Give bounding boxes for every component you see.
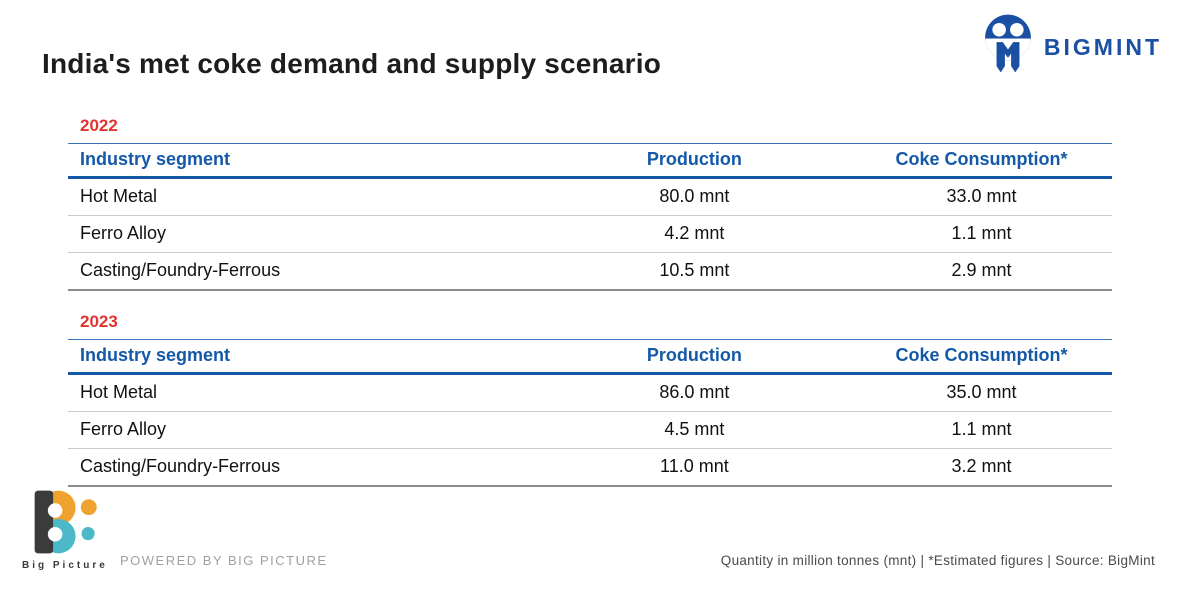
bigmint-logo-icon	[985, 14, 1031, 73]
table-2023-header-row: Industry segment Production Coke Consump…	[68, 339, 1112, 374]
table-2023: Industry segment Production Coke Consump…	[68, 339, 1112, 487]
consumption-cell: 1.1 mnt	[951, 419, 1012, 439]
consumption-cell: 35.0 mnt	[946, 382, 1017, 402]
column-header-production: Production	[646, 149, 742, 169]
big-picture-logo-name: Big Picture	[22, 560, 108, 571]
table-row: Hot Metal 80.0 mnt 33.0 mnt	[68, 178, 1112, 216]
segment-cell: Ferro Alloy	[80, 223, 167, 243]
table-2022: Industry segment Production Coke Consump…	[68, 143, 1112, 291]
table-row: Hot Metal 86.0 mnt 35.0 mnt	[68, 374, 1112, 412]
table-row: Casting/Foundry-Ferrous 11.0 mnt 3.2 mnt	[68, 449, 1112, 486]
year-label-2022: 2022	[80, 116, 118, 135]
big-picture-logo: Big Picture	[22, 490, 114, 571]
segment-cell: Ferro Alloy	[80, 419, 167, 439]
consumption-cell: 2.9 mnt	[951, 260, 1012, 280]
table-2022-header-row: Industry segment Production Coke Consump…	[68, 143, 1112, 178]
segment-cell: Casting/Foundry-Ferrous	[80, 260, 281, 280]
segment-cell: Hot Metal	[80, 186, 158, 206]
big-picture-logo-icon	[34, 490, 97, 554]
production-cell: 80.0 mnt	[659, 186, 730, 206]
segment-cell: Hot Metal	[80, 382, 158, 402]
bigmint-brand: BIGMINT	[982, 14, 1162, 74]
table-row: Ferro Alloy 4.5 mnt 1.1 mnt	[68, 412, 1112, 449]
segment-cell: Casting/Foundry-Ferrous	[80, 456, 281, 476]
page-title: India's met coke demand and supply scena…	[42, 48, 661, 79]
production-cell: 4.2 mnt	[664, 223, 725, 243]
column-header-coke-consumption: Coke Consumption*	[895, 149, 1068, 169]
tables-section: 2022 Industry segment Production Coke Co…	[68, 116, 1112, 487]
consumption-cell: 3.2 mnt	[951, 456, 1012, 476]
production-cell: 10.5 mnt	[659, 260, 730, 280]
powered-by-text: POWERED BY BIG PICTURE	[120, 553, 328, 568]
table-row: Casting/Foundry-Ferrous 10.5 mnt 2.9 mnt	[68, 253, 1112, 290]
consumption-cell: 1.1 mnt	[951, 223, 1012, 243]
production-cell: 86.0 mnt	[659, 382, 730, 402]
bigmint-wordmark: BIGMINT	[1043, 33, 1162, 60]
column-header-coke-consumption: Coke Consumption*	[895, 345, 1068, 365]
production-cell: 11.0 mnt	[660, 456, 729, 476]
column-header-industry-segment: Industry segment	[80, 345, 231, 365]
year-label-2023: 2023	[80, 312, 118, 331]
footer-note: Quantity in million tonnes (mnt) | *Esti…	[720, 553, 1155, 568]
table-row: Ferro Alloy 4.2 mnt 1.1 mnt	[68, 216, 1112, 253]
column-header-industry-segment: Industry segment	[80, 149, 231, 169]
column-header-production: Production	[646, 345, 742, 365]
consumption-cell: 33.0 mnt	[946, 186, 1017, 206]
production-cell: 4.5 mnt	[664, 419, 725, 439]
